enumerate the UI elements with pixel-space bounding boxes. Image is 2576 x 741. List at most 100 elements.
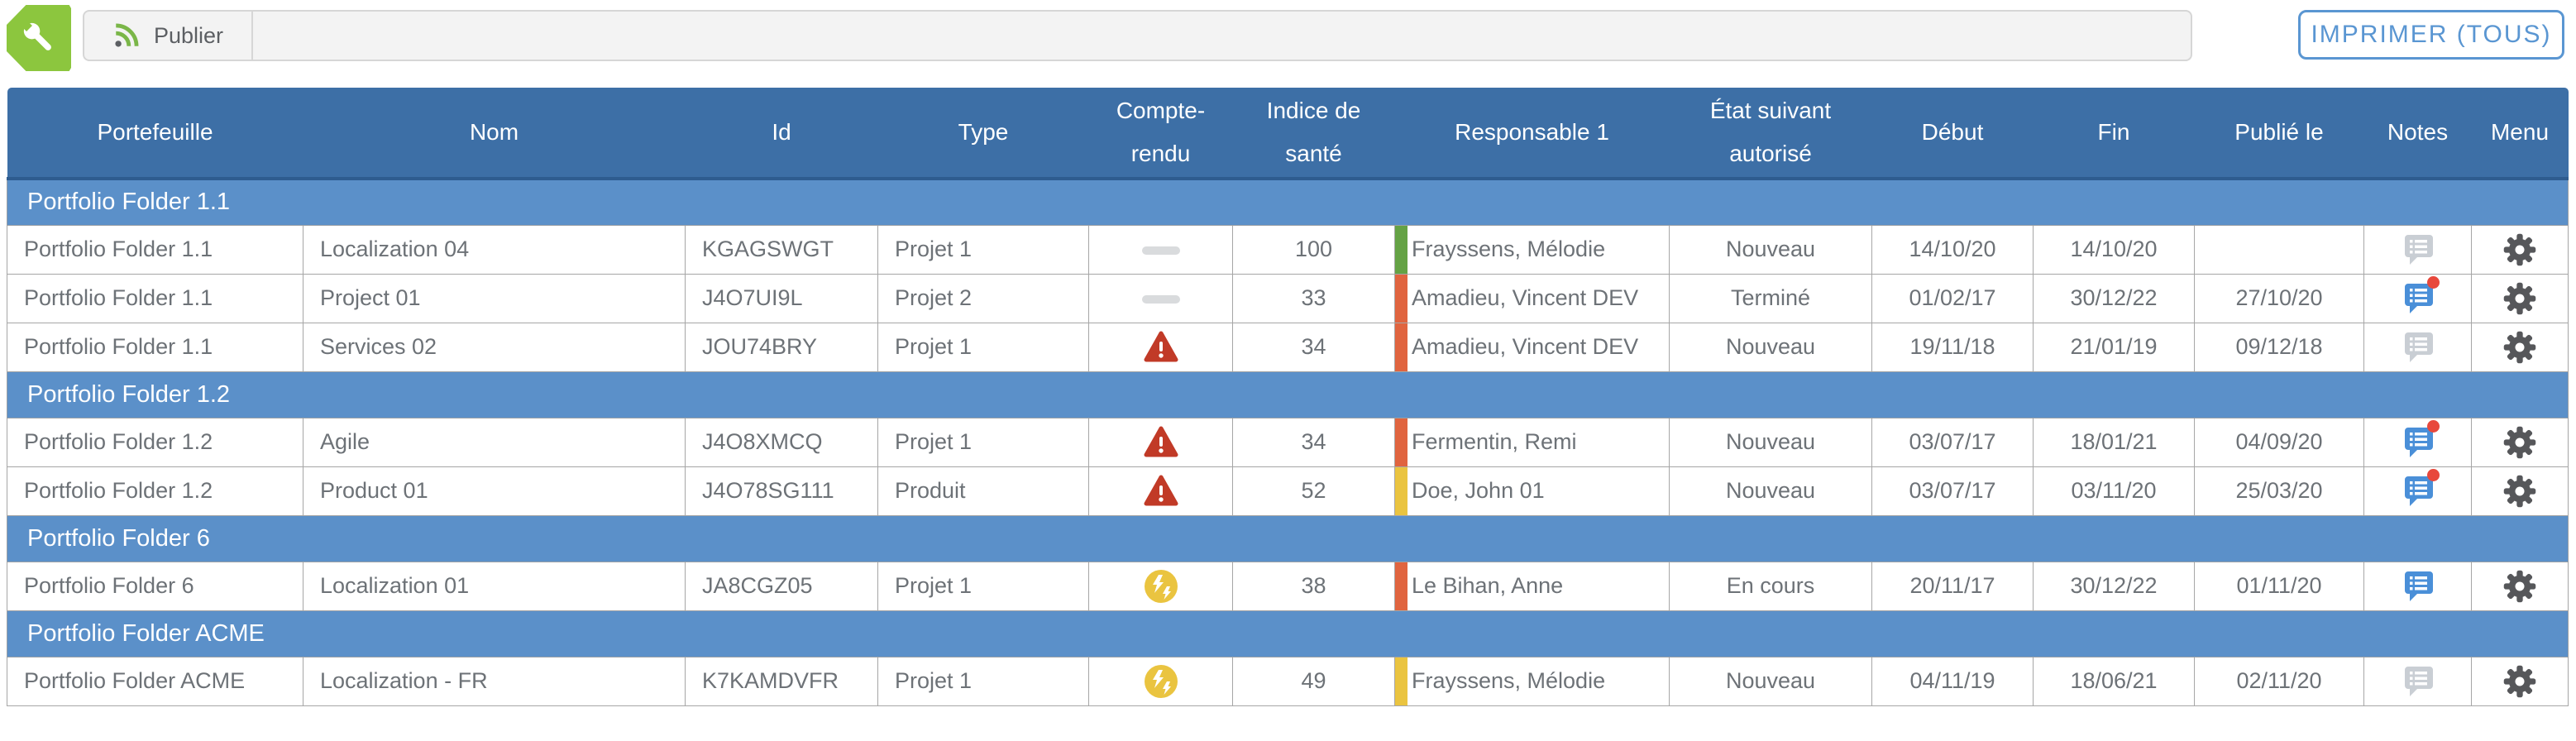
- notes-button[interactable]: [2399, 419, 2440, 461]
- cell-id: K7KAMDVFR: [685, 656, 878, 706]
- notes-unread-badge: [2426, 419, 2440, 433]
- cell-debut: 20/11/17: [1871, 561, 2034, 611]
- cell-type: Projet 1: [877, 224, 1089, 275]
- menu-button[interactable]: [2502, 568, 2538, 605]
- column-header-compte-rendu: Compte-rendu: [1088, 88, 1233, 180]
- table-row: Portfolio Folder 6 Localization 01 JA8CG…: [7, 561, 2569, 611]
- responsable-name: Frayssens, Mélodie: [1412, 668, 1606, 693]
- cell-etat-suivant: Terminé: [1669, 273, 1872, 323]
- notes-unread-badge: [2426, 275, 2440, 289]
- cell-menu: [2471, 656, 2569, 706]
- cell-publie-le: 09/12/18: [2194, 322, 2364, 372]
- column-header-nom: Nom: [303, 88, 686, 180]
- cell-id: J4O7UI9L: [685, 273, 878, 323]
- cell-type: Projet 1: [877, 417, 1089, 467]
- notes-icon: [2404, 666, 2433, 696]
- cell-indice-sante: 33: [1232, 273, 1395, 323]
- cell-responsable: Fermentin, Remi: [1394, 417, 1670, 467]
- cell-publie-le: [2194, 224, 2364, 275]
- report-storm-icon: [1144, 569, 1178, 603]
- menu-button[interactable]: [2502, 424, 2538, 461]
- cell-fin: 30/12/22: [2033, 273, 2195, 323]
- health-color-strip: [1395, 418, 1407, 466]
- cell-type: Projet 1: [877, 656, 1089, 706]
- cell-portefeuille: Portfolio Folder 1.1: [7, 224, 303, 275]
- report-storm-icon: [1144, 664, 1178, 698]
- rss-icon: [115, 23, 139, 47]
- cell-indice-sante: 52: [1232, 466, 1395, 516]
- column-header-indice-sante: Indice de santé: [1232, 88, 1395, 180]
- table-row: Portfolio Folder 1.1 Services 02 JOU74BR…: [7, 322, 2569, 372]
- cell-etat-suivant: Nouveau: [1669, 417, 1872, 467]
- notes-button[interactable]: [2399, 662, 2437, 700]
- toolbar-divider: [251, 12, 254, 60]
- group-row: Portfolio Folder 6: [7, 514, 2569, 562]
- publish-button[interactable]: Publier: [84, 12, 251, 60]
- menu-button[interactable]: [2502, 329, 2538, 366]
- cell-fin: 03/11/20: [2033, 466, 2195, 516]
- cell-debut: 04/11/19: [1871, 656, 2034, 706]
- table-row: Portfolio Folder 1.1 Project 01 J4O7UI9L…: [7, 273, 2569, 323]
- group-row: Portfolio Folder 1.1: [7, 178, 2569, 226]
- cell-compte-rendu: [1088, 561, 1233, 611]
- notes-button[interactable]: [2399, 468, 2440, 510]
- column-header-portefeuille: Portefeuille: [7, 88, 303, 180]
- cell-etat-suivant: En cours: [1669, 561, 1872, 611]
- cell-fin: 18/01/21: [2033, 417, 2195, 467]
- health-color-strip: [1395, 275, 1407, 322]
- group-label: Portfolio Folder 1.2: [27, 380, 231, 408]
- notes-icon: [2404, 571, 2433, 601]
- cell-responsable: Frayssens, Mélodie: [1394, 224, 1670, 275]
- menu-button[interactable]: [2502, 663, 2538, 700]
- cell-etat-suivant: Nouveau: [1669, 224, 1872, 275]
- cell-portefeuille: Portfolio Folder 6: [7, 561, 303, 611]
- health-color-strip: [1395, 323, 1407, 370]
- toolbar-bar: Publier: [83, 10, 2192, 61]
- group-row: Portfolio Folder 1.2: [7, 370, 2569, 418]
- column-header-responsable: Responsable 1: [1394, 88, 1670, 180]
- cell-nom: Product 01: [303, 466, 686, 516]
- cell-responsable: Amadieu, Vincent DEV: [1394, 322, 1670, 372]
- cell-debut: 03/07/17: [1871, 417, 2034, 467]
- gear-icon: [2503, 426, 2536, 458]
- column-header-id: Id: [685, 88, 878, 180]
- cell-nom: Agile: [303, 417, 686, 467]
- table-row: Portfolio Folder 1.2 Agile J4O8XMCQ Proj…: [7, 417, 2569, 467]
- menu-button[interactable]: [2502, 280, 2538, 317]
- responsable-name: Le Bihan, Anne: [1412, 573, 1564, 598]
- cell-notes: [2363, 322, 2472, 372]
- cell-debut: 03/07/17: [1871, 466, 2034, 516]
- gear-icon: [2503, 282, 2536, 314]
- menu-button[interactable]: [2502, 232, 2538, 268]
- notes-button[interactable]: [2399, 567, 2437, 605]
- cell-nom: Services 02: [303, 322, 686, 372]
- column-header-fin: Fin: [2033, 88, 2195, 180]
- table-row: Portfolio Folder 1.1 Localization 04 KGA…: [7, 224, 2569, 275]
- cell-etat-suivant: Nouveau: [1669, 322, 1872, 372]
- cell-notes: [2363, 466, 2472, 516]
- cell-debut: 19/11/18: [1871, 322, 2034, 372]
- cell-portefeuille: Portfolio Folder 1.1: [7, 322, 303, 372]
- cell-compte-rendu: [1088, 417, 1233, 467]
- notes-button[interactable]: [2399, 231, 2437, 269]
- menu-button[interactable]: [2502, 473, 2538, 509]
- notes-button[interactable]: [2399, 328, 2437, 366]
- column-header-type: Type: [877, 88, 1089, 180]
- cell-notes: [2363, 273, 2472, 323]
- notes-button[interactable]: [2399, 275, 2440, 318]
- cell-indice-sante: 49: [1232, 656, 1395, 706]
- cell-fin: 21/01/19: [2033, 322, 2195, 372]
- report-dash-icon: [1141, 246, 1180, 255]
- gear-icon: [2503, 233, 2536, 265]
- print-all-button[interactable]: IMPRIMER (TOUS): [2298, 10, 2564, 60]
- wrench-icon: [19, 18, 51, 50]
- cell-compte-rendu: [1088, 656, 1233, 706]
- cell-fin: 18/06/21: [2033, 656, 2195, 706]
- cell-fin: 30/12/22: [2033, 561, 2195, 611]
- cell-id: JOU74BRY: [685, 322, 878, 372]
- gear-icon: [2503, 475, 2536, 507]
- table-row: Portfolio Folder 1.2 Product 01 J4O78SG1…: [7, 466, 2569, 516]
- cell-menu: [2471, 322, 2569, 372]
- cell-responsable: Frayssens, Mélodie: [1394, 656, 1670, 706]
- column-header-notes: Notes: [2363, 88, 2472, 180]
